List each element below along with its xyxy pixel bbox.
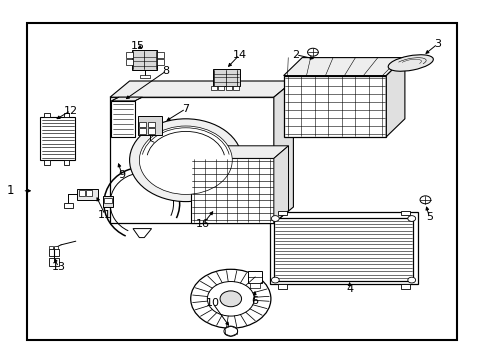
Circle shape: [129, 119, 242, 202]
Bar: [273, 218, 412, 281]
Bar: [49, 258, 59, 266]
Bar: [226, 86, 232, 90]
Text: 12: 12: [64, 105, 78, 116]
Bar: [63, 203, 73, 208]
Text: 1: 1: [7, 184, 15, 197]
Circle shape: [307, 48, 318, 56]
Bar: [277, 211, 286, 215]
Bar: [132, 50, 157, 70]
Text: 7: 7: [182, 104, 189, 114]
Bar: [63, 160, 69, 165]
Circle shape: [139, 126, 232, 194]
Polygon shape: [273, 146, 288, 223]
Polygon shape: [110, 81, 293, 97]
Text: 5: 5: [425, 212, 432, 222]
Polygon shape: [110, 97, 273, 223]
Bar: [49, 246, 53, 249]
Bar: [79, 190, 84, 196]
Text: 6: 6: [250, 296, 257, 306]
Circle shape: [271, 216, 279, 221]
Circle shape: [407, 277, 415, 283]
Ellipse shape: [387, 55, 432, 71]
Text: 4: 4: [346, 284, 352, 294]
Circle shape: [407, 216, 415, 221]
Bar: [233, 86, 239, 90]
Bar: [277, 284, 286, 289]
Bar: [147, 122, 154, 127]
Polygon shape: [126, 59, 133, 65]
Text: 14: 14: [232, 50, 246, 60]
Polygon shape: [190, 158, 273, 223]
Circle shape: [224, 326, 237, 336]
Bar: [102, 196, 113, 207]
Circle shape: [190, 269, 270, 328]
Bar: [248, 271, 262, 283]
Bar: [139, 122, 145, 127]
Text: 9: 9: [119, 170, 125, 180]
Bar: [44, 113, 50, 117]
Bar: [400, 211, 409, 215]
Text: 16: 16: [196, 219, 209, 229]
Text: 10: 10: [205, 298, 219, 308]
Bar: [400, 284, 409, 289]
Polygon shape: [283, 58, 404, 76]
Polygon shape: [133, 229, 151, 238]
Bar: [211, 86, 217, 90]
Text: 13: 13: [52, 262, 65, 272]
Bar: [218, 86, 224, 90]
Bar: [49, 249, 59, 256]
Polygon shape: [386, 58, 404, 137]
Bar: [63, 113, 69, 117]
Bar: [138, 116, 162, 135]
Bar: [44, 160, 50, 165]
Text: 11: 11: [98, 210, 112, 220]
Text: 2: 2: [292, 50, 299, 60]
Bar: [54, 246, 58, 249]
Polygon shape: [283, 76, 386, 137]
Bar: [40, 117, 75, 160]
Bar: [250, 283, 260, 288]
Bar: [139, 128, 145, 134]
Polygon shape: [190, 146, 288, 158]
Bar: [104, 198, 112, 203]
Circle shape: [419, 196, 430, 204]
Bar: [86, 190, 92, 196]
Polygon shape: [157, 59, 164, 65]
Polygon shape: [157, 52, 164, 58]
Polygon shape: [273, 81, 293, 223]
Bar: [111, 101, 135, 137]
Text: 3: 3: [433, 39, 440, 49]
Bar: [77, 189, 98, 200]
Text: 8: 8: [163, 66, 169, 76]
Text: 15: 15: [131, 41, 144, 51]
Bar: [140, 75, 149, 78]
Circle shape: [220, 291, 241, 307]
Circle shape: [207, 282, 254, 316]
Circle shape: [271, 277, 279, 283]
Bar: [212, 69, 239, 86]
Bar: [147, 128, 154, 134]
Polygon shape: [126, 52, 133, 58]
Polygon shape: [111, 97, 142, 101]
Bar: [27, 23, 456, 340]
